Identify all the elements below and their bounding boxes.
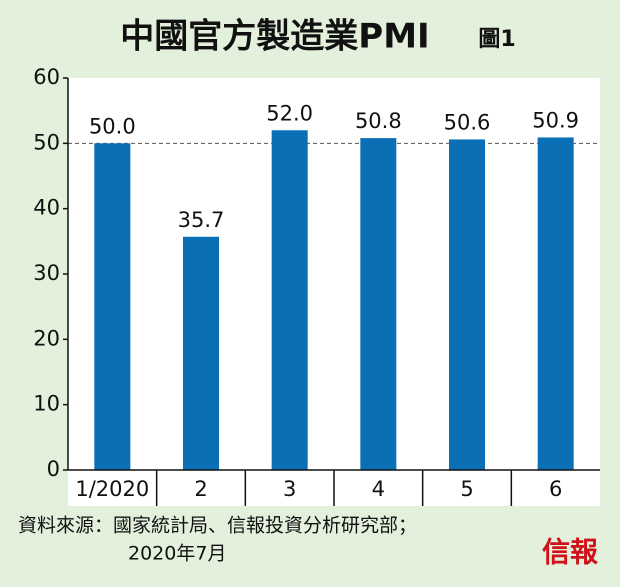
logo: 信報	[542, 536, 599, 569]
y-tick-label: 40	[33, 196, 60, 220]
value-label: 52.0	[266, 101, 313, 125]
value-label: 50.6	[444, 110, 491, 134]
bar	[449, 139, 485, 470]
date: 2020年7月	[128, 543, 226, 565]
value-label: 50.0	[89, 114, 136, 138]
y-tick-label: 10	[33, 392, 60, 416]
x-tick-label: 6	[549, 477, 562, 501]
bar	[360, 138, 397, 470]
y-tick-label: 60	[33, 65, 60, 89]
x-tick-label: 4	[372, 477, 385, 501]
x-tick-label: 2	[194, 477, 207, 501]
x-tick-label: 1/2020	[75, 477, 149, 501]
value-label: 50.9	[532, 108, 579, 132]
bar	[94, 143, 131, 471]
value-label: 35.7	[178, 208, 225, 232]
y-tick-label: 30	[33, 261, 60, 285]
source: 資料來源：國家統計局、信報投資分析研究部；	[18, 515, 417, 537]
bar	[537, 137, 574, 470]
y-tick-label: 0	[47, 457, 60, 481]
y-tick-label: 50	[33, 130, 60, 154]
bar	[183, 236, 219, 470]
figure-label: 圖1	[478, 27, 515, 52]
plot-area	[68, 78, 600, 506]
x-tick-label: 5	[460, 477, 473, 501]
y-tick-label: 20	[33, 326, 60, 350]
chart-title: 中國官方製造業PMI	[120, 17, 429, 57]
x-tick-label: 3	[283, 477, 296, 501]
value-label: 50.8	[355, 109, 402, 133]
bar	[271, 130, 308, 470]
